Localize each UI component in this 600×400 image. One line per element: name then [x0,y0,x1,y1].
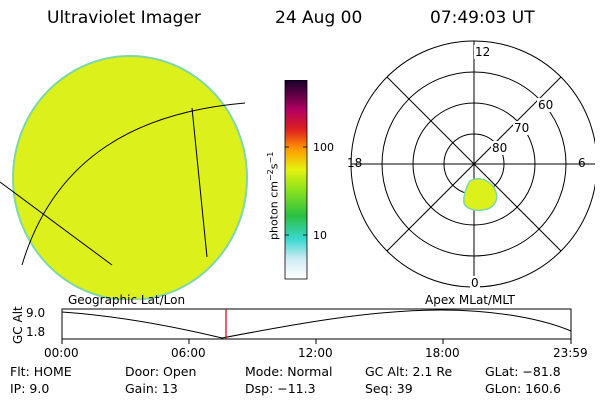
polar-plot [350,40,595,288]
auroral-oval-fragment [463,178,498,211]
geo-line-left [0,181,113,266]
geo-arc [21,102,246,266]
timeline-y-tick-min: 1.8 [26,325,46,339]
timeline-x-tick-1200: 12:00 [298,346,333,360]
altitude-timeline [61,308,572,344]
gc-altitude: GC Alt: 2.1 Re [365,364,453,379]
door-status: Door: Open [125,364,197,379]
colorbar [284,80,308,280]
mlt-label-0: 0 [470,276,480,290]
lat-label-70: 70 [513,121,531,135]
geographic-latitude: GLat: −81.8 [485,364,561,379]
timeline-y-tick-max: 9.0 [26,306,46,320]
date-label: 24 Aug 00 [275,8,363,28]
geographic-image [0,55,248,300]
mlt-label-18: 18 [347,156,363,170]
colorbar-tick-10: 10 [313,229,327,242]
timeline-x-tick-0600: 06:00 [171,346,206,360]
dsp-value: Dsp: −11.3 [245,381,316,396]
earth-disk [12,55,248,300]
lat-label-80: 80 [491,141,509,155]
timeline-frame [61,308,572,340]
flight-status: Flt: HOME [10,364,72,379]
colorbar-unit-label: photon cm−2s−1 [266,151,281,240]
timeline-left-caption: Geographic Lat/Lon [68,293,186,307]
sequence-number: Seq: 39 [365,381,413,396]
altitude-curve [61,309,572,339]
mlt-label-12: 12 [474,45,492,59]
lat-label-60: 60 [537,98,555,112]
colorbar-tick-100: 100 [313,141,334,154]
gain-value: Gain: 13 [125,381,178,396]
instrument-title: Ultraviolet Imager [47,8,201,28]
mlt-label-6: 6 [578,156,586,170]
timeline-x-tick-0000: 00:00 [44,346,79,360]
geographic-longitude: GLon: 160.6 [485,381,561,396]
mode-status: Mode: Normal [245,364,333,379]
geo-line-right [191,107,208,258]
timeline-x-tick-1800: 18:00 [425,346,460,360]
ip-value: IP: 9.0 [10,381,50,396]
time-label: 07:49:03 UT [430,8,535,28]
timeline-x-tick-2359: 23:59 [553,346,588,360]
timeline-right-caption: Apex MLat/MLT [425,293,515,307]
polar-diagonal-2 [386,76,562,252]
